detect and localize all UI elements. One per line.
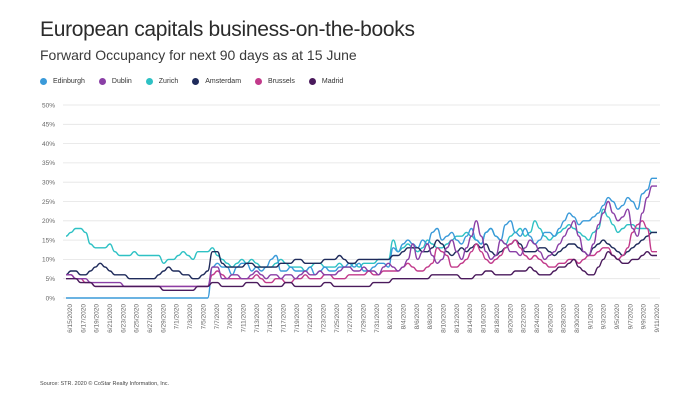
legend-item-brussels: Brussels xyxy=(255,78,295,85)
legend-label-brussels: Brussels xyxy=(268,78,295,85)
x-tick-label: 7/11/2020 xyxy=(240,304,247,333)
y-tick-label: 45% xyxy=(42,122,55,129)
x-tick-label: 9/9/2020 xyxy=(641,304,648,330)
source-note: Source: STR. 2020 © CoStar Realty Inform… xyxy=(40,381,170,387)
x-tick-label: 7/19/2020 xyxy=(294,304,301,333)
y-tick-label: 10% xyxy=(42,257,55,264)
x-tick-label: 9/5/2020 xyxy=(614,304,621,330)
x-tick-label: 8/24/2020 xyxy=(534,304,541,333)
x-tick-label: 7/23/2020 xyxy=(320,304,327,333)
x-tick-label: 8/2/2020 xyxy=(387,304,394,330)
y-tick-label: 35% xyxy=(42,160,55,167)
x-tick-label: 7/29/2020 xyxy=(361,304,368,333)
chart-title: European capitals business-on-the-books xyxy=(40,18,415,41)
x-tick-label: 6/27/2020 xyxy=(147,304,154,333)
legend: Edinburgh Dublin Zurich Amsterdam Brusse… xyxy=(40,78,357,85)
x-tick-label: 8/16/2020 xyxy=(481,304,488,333)
legend-label-madrid: Madrid xyxy=(321,78,344,85)
x-tick-label: 7/15/2020 xyxy=(267,304,274,333)
x-tick-label: 8/6/2020 xyxy=(414,304,421,330)
legend-swatch-edinburgh xyxy=(40,78,47,85)
y-tick-label: 40% xyxy=(42,141,55,148)
legend-item-amsterdam: Amsterdam xyxy=(192,78,241,85)
x-tick-label: 7/31/2020 xyxy=(374,304,381,333)
x-tick-label: 7/1/2020 xyxy=(174,304,181,330)
legend-swatch-zurich xyxy=(145,78,153,85)
legend-swatch-madrid xyxy=(308,78,316,85)
legend-swatch-brussels xyxy=(255,78,263,85)
x-tick-label: 7/13/2020 xyxy=(254,304,261,333)
legend-label-edinburgh: Edinburgh xyxy=(53,78,85,85)
x-tick-label: 9/1/2020 xyxy=(587,304,594,330)
x-tick-label: 8/4/2020 xyxy=(401,304,408,330)
legend-item-dublin: Dublin xyxy=(98,78,132,85)
x-tick-label: 7/3/2020 xyxy=(187,304,194,330)
y-tick-label: 15% xyxy=(42,237,55,244)
x-tick-label: 8/30/2020 xyxy=(574,304,581,333)
x-tick-label: 7/17/2020 xyxy=(280,304,287,333)
x-tick-label: 7/27/2020 xyxy=(347,304,354,333)
x-tick-label: 7/9/2020 xyxy=(227,304,234,330)
x-tick-label: 7/5/2020 xyxy=(200,304,207,330)
legend-swatch-amsterdam xyxy=(192,78,200,85)
x-tick-label: 7/25/2020 xyxy=(334,304,341,333)
legend-item-zurich: Zurich xyxy=(145,78,179,85)
legend-swatch-dublin xyxy=(98,78,106,85)
y-tick-label: 30% xyxy=(42,180,55,187)
y-tick-label: 5% xyxy=(46,276,56,283)
x-tick-label: 6/23/2020 xyxy=(120,304,127,333)
x-tick-label: 8/28/2020 xyxy=(561,304,568,333)
chart-subtitle: Forward Occupancy for next 90 days as at… xyxy=(40,47,357,63)
x-tick-label: 8/20/2020 xyxy=(507,304,514,333)
y-tick-label: 50% xyxy=(42,102,55,109)
x-tick-label: 6/29/2020 xyxy=(160,304,167,333)
series-line-madrid xyxy=(65,251,657,292)
x-tick-label: 7/7/2020 xyxy=(214,304,221,330)
x-tick-label: 8/26/2020 xyxy=(547,304,554,333)
series-line-edinburgh xyxy=(65,177,657,299)
series-line-dublin xyxy=(65,185,657,288)
x-tick-label: 8/22/2020 xyxy=(521,304,528,333)
legend-item-edinburgh: Edinburgh xyxy=(40,78,85,85)
x-tick-label: 8/18/2020 xyxy=(494,304,501,333)
x-tick-label: 6/17/2020 xyxy=(80,304,87,333)
x-tick-label: 6/19/2020 xyxy=(94,304,101,333)
x-tick-label: 7/21/2020 xyxy=(307,304,314,333)
legend-label-dublin: Dublin xyxy=(111,78,132,85)
x-tick-label: 6/15/2020 xyxy=(67,304,74,333)
legend-label-zurich: Zurich xyxy=(158,78,179,85)
x-tick-label: 9/11/2020 xyxy=(654,304,661,333)
y-tick-label: 20% xyxy=(42,218,55,225)
legend-item-madrid: Madrid xyxy=(308,78,344,85)
y-tick-label: 0% xyxy=(46,295,56,302)
x-tick-label: 6/21/2020 xyxy=(107,304,114,333)
x-tick-label: 6/25/2020 xyxy=(134,304,141,333)
x-tick-label: 9/7/2020 xyxy=(627,304,634,330)
y-tick-label: 25% xyxy=(42,199,55,206)
series-line-brussels xyxy=(65,220,657,288)
x-tick-label: 8/12/2020 xyxy=(454,304,461,333)
x-tick-label: 8/10/2020 xyxy=(441,304,448,333)
x-tick-label: 8/8/2020 xyxy=(427,304,434,330)
legend-label-amsterdam: Amsterdam xyxy=(205,78,242,85)
x-tick-label: 8/14/2020 xyxy=(467,304,474,333)
series-line-amsterdam xyxy=(65,231,657,280)
x-tick-label: 9/3/2020 xyxy=(601,304,608,330)
